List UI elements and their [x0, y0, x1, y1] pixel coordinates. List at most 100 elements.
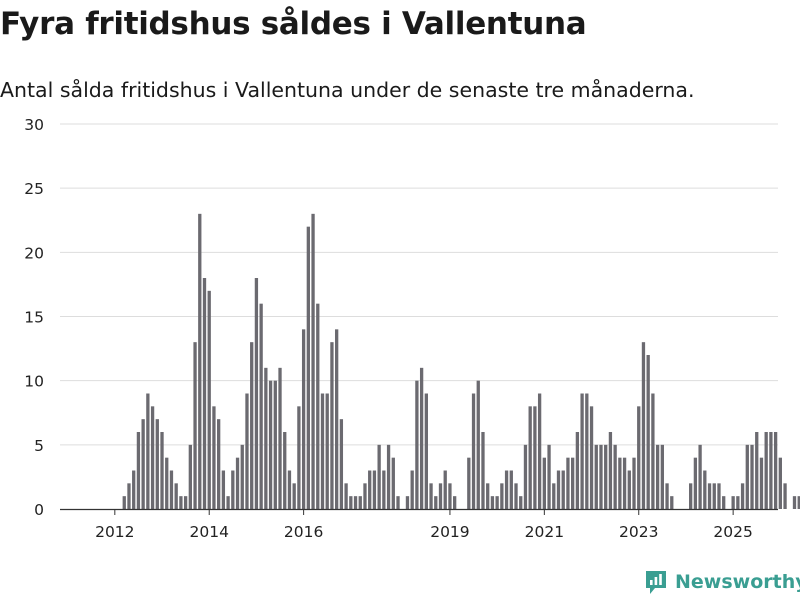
newsworthy-logo-icon [646, 571, 666, 594]
bar [778, 457, 782, 509]
bar [443, 470, 447, 509]
bar [264, 367, 268, 509]
bar [377, 444, 381, 509]
bar [273, 380, 277, 509]
y-tick-label: 5 [34, 437, 44, 455]
bar [632, 457, 636, 509]
bar [150, 406, 155, 509]
bar [448, 483, 452, 509]
x-tick-label: 2021 [525, 523, 564, 541]
bar [235, 457, 240, 509]
bar [736, 496, 740, 509]
bar [306, 226, 310, 509]
bar [641, 342, 646, 509]
bar [292, 483, 296, 509]
bar [655, 444, 660, 509]
bar [769, 432, 773, 509]
x-tick-label: 2014 [189, 523, 228, 541]
bar [651, 393, 655, 509]
y-tick-label: 20 [24, 244, 44, 262]
bar [198, 213, 202, 510]
x-tick-label: 2016 [284, 523, 323, 541]
chart-gridlines [60, 123, 778, 446]
bar [429, 483, 433, 509]
bar [259, 303, 263, 509]
bar [637, 406, 641, 509]
bar [250, 342, 254, 509]
bar [693, 457, 698, 509]
bar [287, 470, 292, 509]
bar [618, 457, 622, 509]
bar [566, 457, 570, 509]
newsworthy-brand: Newsworthy [644, 569, 800, 595]
bar [339, 419, 344, 509]
bar [764, 432, 768, 509]
y-tick-label: 10 [24, 373, 44, 391]
bar [589, 406, 594, 509]
bar [245, 393, 249, 509]
bar [665, 483, 669, 509]
bar [325, 393, 329, 509]
bar [165, 457, 169, 509]
x-tick-label: 2019 [430, 523, 469, 541]
bar [528, 406, 532, 509]
bar [368, 470, 372, 509]
bar [155, 419, 159, 509]
bar [179, 496, 183, 509]
bar [424, 393, 428, 509]
page-subtitle: Antal sålda fritidshus i Vallentuna unde… [0, 78, 695, 102]
bar [438, 483, 443, 509]
bar [240, 444, 244, 509]
bar [174, 483, 178, 509]
bar [486, 483, 490, 509]
bar [561, 470, 565, 509]
bar [268, 380, 273, 509]
x-tick-label: 2012 [95, 523, 134, 541]
bar [330, 342, 334, 509]
bar [217, 419, 221, 509]
bar [353, 496, 358, 509]
bar [169, 470, 174, 509]
x-tick-label: 2025 [713, 523, 752, 541]
bar [141, 419, 145, 509]
bar [363, 483, 367, 509]
bar [750, 444, 754, 509]
bar [391, 457, 395, 509]
x-tick-label: 2023 [619, 523, 658, 541]
bar [580, 393, 584, 509]
bar [599, 444, 603, 509]
bar [132, 470, 136, 509]
bar [467, 457, 471, 509]
bar [604, 444, 608, 509]
bar [349, 496, 353, 509]
bar [415, 380, 419, 509]
bar [476, 380, 480, 509]
bar [221, 470, 226, 509]
bar [797, 496, 800, 509]
bar [202, 278, 207, 509]
bar [481, 432, 485, 509]
bar [575, 432, 580, 509]
bar [542, 457, 546, 509]
bar [320, 393, 325, 509]
bar [707, 483, 712, 509]
bar [731, 496, 735, 509]
bar [283, 432, 287, 509]
bar [358, 496, 362, 509]
bar [755, 432, 759, 509]
bar [231, 470, 235, 509]
bar [311, 213, 315, 510]
bar [627, 470, 631, 509]
x-axis-labels: 2012 2014 2016 2019 2021 2023 2025 [95, 523, 753, 541]
bar [183, 496, 188, 509]
bar [556, 470, 561, 509]
bar [670, 496, 674, 509]
bar [622, 457, 627, 509]
bar [396, 496, 400, 509]
brand-name: Newsworthy [675, 571, 800, 593]
bar [646, 355, 650, 509]
bar [136, 432, 141, 509]
bar [453, 496, 457, 509]
y-tick-label: 25 [24, 180, 44, 198]
